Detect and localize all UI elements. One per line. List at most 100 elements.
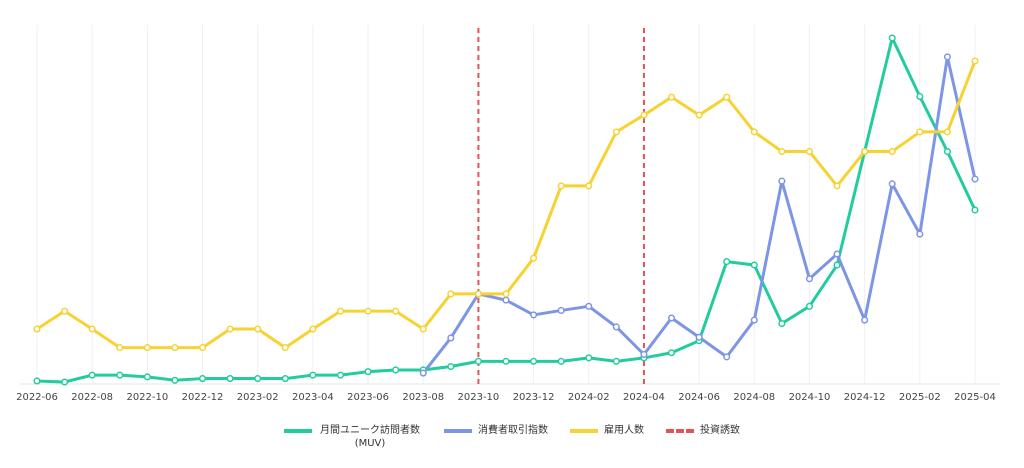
x-tick-label: 2024-10 [789,392,831,403]
point [585,182,593,190]
point [198,375,207,383]
point [695,333,703,341]
legend-item: 雇用人数 [570,424,644,437]
x-tick-label: 2022-06 [16,392,58,403]
legend-swatch [444,429,472,433]
point [336,307,345,315]
x-tick-label: 2025-04 [954,392,996,403]
point [364,307,372,315]
point [750,261,758,269]
point [971,175,979,183]
x-tick-label: 2024-12 [844,392,886,403]
legend-swatch [666,429,694,433]
point [143,373,151,381]
point [833,261,841,269]
x-tick-label: 2024-02 [568,392,610,403]
legend-label: 消費者取引指数 [478,425,548,436]
legend-swatch [284,429,312,433]
point [916,230,924,238]
point [943,53,951,61]
point [419,325,427,333]
point [474,290,482,298]
point [805,302,814,310]
point [364,368,372,376]
legend-swatch [570,429,598,433]
point [33,377,41,385]
point [447,290,455,298]
point [281,375,289,383]
point [419,369,427,377]
point [861,316,869,324]
x-tick-label: 2023-12 [513,392,555,403]
point [116,344,124,352]
point [254,375,262,383]
point [88,371,96,379]
x-tick-label: 2023-04 [292,392,334,403]
point [805,275,814,283]
point [640,350,648,359]
point [502,357,510,365]
point [723,258,731,266]
point [557,306,565,314]
point [971,57,979,65]
point [750,128,758,136]
point [392,366,400,374]
point [723,353,731,361]
point [833,250,841,258]
point [226,375,234,383]
point [833,182,841,190]
point [667,349,676,357]
x-tick-label: 2023-02 [237,392,279,403]
x-tick-label: 2022-08 [71,392,113,403]
point [778,147,786,156]
point [336,371,345,379]
point [778,319,786,328]
point [61,378,69,386]
point [530,357,538,365]
point [171,376,179,384]
point [281,344,289,352]
legend-item: 消費者取引指数 [444,424,548,437]
x-tick-label: 2022-10 [126,392,168,403]
point [33,325,41,333]
point [888,147,896,156]
point [943,147,951,156]
point [971,206,979,214]
point [916,92,924,101]
point [309,371,317,379]
point [502,290,510,298]
point [585,302,593,310]
point [612,128,620,136]
point [392,307,400,315]
point [88,325,96,333]
legend-label: 投資誘致 [700,425,740,436]
point [667,314,676,322]
point [143,344,151,352]
x-tick-label: 2023-06 [347,392,389,403]
x-tick-label: 2022-12 [182,392,224,403]
x-tick-label: 2024-06 [678,392,720,403]
series-line [36,36,977,384]
point [916,128,924,136]
point [805,147,814,156]
x-tick-label: 2025-02 [899,392,941,403]
legend-item: 月間ユニーク訪問者数 (MUV) [284,424,422,450]
point [198,344,207,352]
point [557,182,565,190]
point [943,128,951,136]
point [888,180,896,188]
point [888,34,896,42]
point [612,323,620,331]
point [530,254,538,262]
legend-label: 月間ユニーク訪問者数 (MUV) [320,425,420,449]
point [447,334,455,342]
point [585,354,593,362]
point [778,177,786,185]
point [723,93,731,101]
point [530,311,538,319]
point [861,147,869,156]
point [447,362,455,371]
legend: 月間ユニーク訪問者数 (MUV) 消費者取引指数 雇用人数 投資誘致 [0,424,1024,450]
legend-item: 投資誘致 [666,424,740,437]
